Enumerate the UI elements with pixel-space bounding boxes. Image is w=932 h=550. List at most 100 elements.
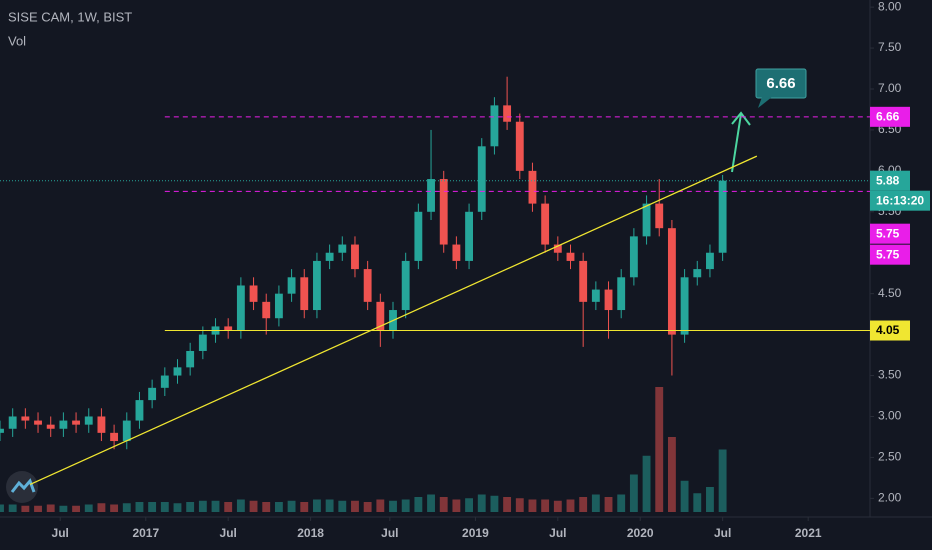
callout-box bbox=[755, 68, 807, 99]
candle-body bbox=[262, 301, 271, 319]
volume-bar bbox=[401, 499, 410, 512]
volume-bar bbox=[8, 504, 17, 512]
price-tag-label: 5.75 bbox=[876, 226, 900, 240]
volume-bar bbox=[414, 497, 423, 512]
volume-bar bbox=[706, 487, 714, 512]
volume-bar bbox=[604, 497, 613, 512]
volume-bar bbox=[21, 505, 30, 512]
candle-body bbox=[46, 424, 55, 429]
candle-body bbox=[325, 252, 334, 261]
candle-body bbox=[363, 269, 372, 302]
volume-bar bbox=[287, 500, 296, 512]
volume-bar bbox=[477, 494, 486, 512]
price-tag-label: 4.05 bbox=[876, 323, 900, 337]
candle-body bbox=[629, 236, 638, 278]
volume-bar bbox=[439, 497, 448, 512]
candle-body bbox=[439, 179, 448, 245]
y-tick-label: 2.50 bbox=[878, 450, 902, 464]
x-tick-label: 2021 bbox=[795, 526, 822, 540]
volume-bar bbox=[718, 449, 727, 512]
volume-bar bbox=[262, 502, 271, 512]
candle-body bbox=[173, 367, 182, 376]
price-tag bbox=[870, 106, 910, 127]
arrow bbox=[731, 111, 751, 173]
candle-body bbox=[655, 203, 664, 229]
chart-title: SISE CAM, 1W, BIST bbox=[8, 9, 132, 24]
volume-bar bbox=[300, 502, 309, 512]
volume-bar bbox=[59, 505, 68, 512]
candle-body bbox=[0, 428, 4, 433]
volume-label: Vol bbox=[8, 33, 26, 48]
candle-body bbox=[148, 387, 157, 401]
x-tick-label: 2020 bbox=[627, 526, 654, 540]
volume-bar bbox=[34, 505, 42, 512]
volume-bar bbox=[541, 499, 550, 512]
volume-bar bbox=[224, 502, 233, 512]
candle-body bbox=[566, 252, 575, 261]
candle-body bbox=[274, 293, 283, 319]
candle-body bbox=[351, 244, 359, 270]
candle-body bbox=[21, 416, 30, 421]
candle-body bbox=[452, 244, 461, 261]
volume-bar bbox=[211, 500, 220, 512]
volume-bar bbox=[591, 494, 600, 512]
candle-body bbox=[376, 301, 385, 331]
candle-body bbox=[287, 277, 296, 294]
y-tick-label: 3.00 bbox=[878, 409, 902, 423]
x-tick-label: Jul bbox=[220, 526, 237, 540]
trendline bbox=[29, 155, 758, 486]
candle-body bbox=[59, 420, 68, 429]
candle-body bbox=[503, 105, 512, 122]
y-tick-label: 8.00 bbox=[878, 0, 902, 13]
candle-body bbox=[414, 211, 423, 261]
candle-body bbox=[515, 121, 524, 171]
x-tick-label: Jul bbox=[52, 526, 69, 540]
volume-bar bbox=[503, 497, 512, 512]
volume-bar bbox=[198, 500, 207, 512]
plot bbox=[0, 76, 727, 512]
candle-body bbox=[135, 400, 144, 421]
volume-bar bbox=[0, 504, 4, 512]
candle-body bbox=[490, 105, 499, 147]
candle-body bbox=[718, 180, 727, 253]
volume-bar bbox=[186, 502, 195, 512]
volume-bar bbox=[553, 500, 562, 512]
volume-bar bbox=[579, 497, 588, 512]
candle-body bbox=[249, 285, 258, 302]
candle-body bbox=[313, 260, 321, 311]
candle-body bbox=[591, 289, 600, 302]
candle-body bbox=[122, 420, 131, 442]
candle-body bbox=[553, 244, 562, 253]
y-tick-label: 7.00 bbox=[878, 81, 902, 95]
candle-body bbox=[186, 350, 195, 368]
volume-bar bbox=[655, 387, 664, 512]
volume-bar bbox=[528, 499, 537, 512]
volume-bar bbox=[313, 499, 321, 512]
volume-bar bbox=[680, 480, 689, 512]
candle-body bbox=[8, 416, 17, 429]
volume-bar bbox=[173, 503, 182, 512]
volume-bar bbox=[122, 503, 131, 512]
candle-body bbox=[465, 211, 474, 261]
arrow-shaft bbox=[731, 113, 742, 173]
countdown-tag bbox=[870, 190, 930, 211]
volume-bar bbox=[351, 500, 359, 512]
volume-bar bbox=[617, 494, 626, 512]
y-tick-label: 7.50 bbox=[878, 40, 902, 54]
volume-bar bbox=[389, 500, 397, 512]
volume-bar bbox=[325, 499, 334, 512]
candle-body bbox=[541, 203, 550, 245]
volume-bar bbox=[363, 502, 372, 512]
price-tag-label: 5.75 bbox=[876, 247, 900, 261]
candle-body bbox=[160, 375, 169, 388]
price-tag-label: 5.88 bbox=[876, 173, 900, 187]
candle-body bbox=[300, 277, 309, 311]
x-tick-label: Jul bbox=[549, 526, 566, 540]
callout: 6.66 bbox=[755, 68, 807, 108]
candle-body bbox=[198, 334, 207, 351]
callout-tail bbox=[758, 97, 772, 108]
volume-bar bbox=[566, 499, 575, 512]
y-tick-label: 2.00 bbox=[878, 491, 902, 505]
volume-bar bbox=[46, 504, 55, 512]
